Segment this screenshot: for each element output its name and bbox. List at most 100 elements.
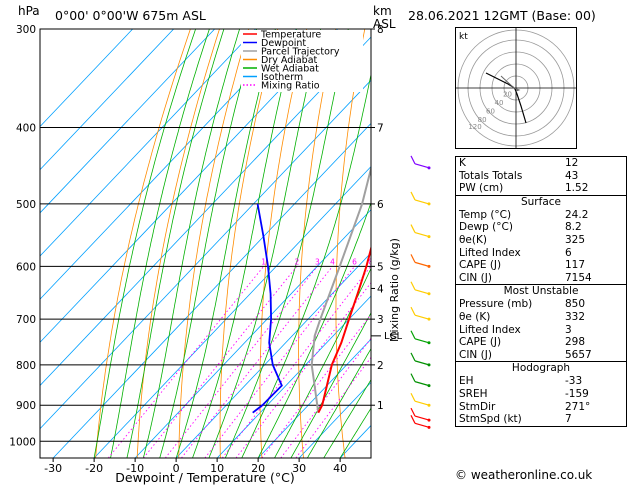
wind-barb-base	[427, 235, 431, 239]
pressure-tick-label: 500	[16, 199, 36, 211]
temperature-tick-label: 20	[251, 462, 265, 475]
indices-row: Totals Totals 43	[459, 169, 579, 182]
wet-adiabat-line	[192, 29, 297, 458]
wind-barb-base	[427, 403, 431, 407]
height-km-label: 5	[377, 261, 384, 273]
isotherm-line	[175, 252, 371, 458]
wind-barb	[414, 400, 430, 406]
isotherm-line	[40, 79, 371, 430]
isotherm-line	[93, 165, 371, 458]
pressure-tick-label: 300	[16, 24, 36, 36]
indices-row: Temp (°C) 24.2	[459, 208, 589, 221]
dry-adiabat-line	[219, 29, 278, 458]
legend-background	[241, 30, 363, 92]
wind-barb-flag	[410, 254, 416, 263]
wind-barb-flag	[410, 415, 416, 424]
isotherm-line	[216, 295, 371, 458]
wind-barb	[414, 314, 430, 320]
legend-entry: Dewpoint	[261, 38, 306, 49]
wind-barb-flag	[410, 155, 416, 165]
wind-barb-base	[427, 341, 431, 345]
wind-barb-base	[427, 292, 431, 296]
mixing-ratio-line	[164, 266, 318, 458]
height-km-label: 2	[377, 360, 384, 372]
indices-row: CAPE (J) 117	[459, 259, 586, 272]
mixing-ratio-label: 2	[294, 257, 299, 266]
indices-row: EH -33	[459, 375, 583, 388]
dry-adiabat-line	[178, 29, 249, 458]
isotherm-line	[134, 209, 371, 458]
isotherm-line	[40, 29, 174, 171]
indices-table: K 12 Totals Totals 43 PW (cm) 1.52 Surface …	[455, 156, 627, 427]
hodograph-panel: kt 20 40 60 80 120	[455, 27, 577, 149]
indices-row: θe(K) 325	[459, 233, 586, 246]
mixing-ratio-line	[107, 266, 265, 458]
wind-barb-flag	[410, 392, 416, 402]
wind-barb-flag	[410, 191, 416, 201]
parcel-trajectory-line	[310, 164, 371, 413]
dry-adiabat-line	[136, 29, 220, 458]
wet-adiabat-line	[306, 347, 371, 458]
pressure-tick-label: 700	[16, 314, 36, 326]
height-unit-km: km	[373, 4, 392, 18]
indices-row: CAPE (J) 298	[459, 336, 586, 349]
height-km-label: 1	[377, 400, 384, 412]
wind-barb	[414, 231, 430, 238]
hodograph-ring-label: 40	[495, 99, 504, 107]
most-unstable-title: Most Unstable	[503, 285, 579, 298]
copyright-footer[interactable]: © weatheronline.co.uk	[455, 468, 593, 482]
wind-barb-base	[427, 264, 431, 268]
wind-barb-flag	[410, 330, 416, 340]
indices-row: StmSpd (kt) 7	[459, 413, 572, 426]
legend-entry: Mixing Ratio	[261, 81, 320, 92]
wind-barb-base	[427, 202, 431, 206]
indices-row: PW (cm) 1.52	[459, 182, 589, 195]
lcl-label: LCL	[384, 331, 403, 342]
wind-barbs	[410, 155, 431, 429]
dry-adiabat-line	[298, 29, 337, 458]
temperature-tick-label: 40	[333, 462, 347, 475]
mixing-ratio-line	[235, 281, 371, 458]
wind-barb	[414, 199, 430, 205]
indices-row: CIN (J) 5657	[459, 348, 592, 361]
legend-entry: Parcel Trajectory	[261, 47, 340, 58]
wind-barb	[414, 415, 430, 421]
dry-adiabat-line	[259, 29, 308, 458]
wind-barb-base	[427, 363, 431, 367]
isotherm-line	[40, 29, 256, 257]
pressure-tick-label: 400	[16, 123, 36, 135]
temperature-tick-label: 0	[173, 462, 180, 475]
wind-barb-flag	[410, 281, 416, 291]
hodograph-section: Hodograph EH -33 SREH -159 StmDir 271° StmS…	[456, 361, 626, 425]
wind-barb	[414, 163, 430, 169]
datetime-title: 28.06.2021 12GMT (Base: 00)	[408, 8, 596, 23]
pressure-tick-label: 1000	[9, 436, 36, 448]
hodograph-title: Hodograph	[511, 362, 571, 375]
indices-row: Lifted Index 6	[459, 246, 572, 259]
legend-entry: Temperature	[260, 30, 321, 41]
wind-barb-base	[427, 425, 431, 429]
mixing-ratio-line	[280, 337, 371, 458]
temperature-tick-label: 10	[210, 462, 224, 475]
wind-barb-flag	[410, 306, 416, 316]
isotherm-line	[40, 29, 338, 343]
mixing-ratio-line	[143, 266, 298, 458]
wet-adiabat-line	[208, 29, 321, 458]
wet-adiabat-line	[159, 29, 257, 458]
dry-adiabat-line	[95, 29, 191, 458]
wind-barb	[414, 381, 430, 387]
wind-barb-base	[427, 418, 431, 422]
wet-adiabat-line	[339, 407, 371, 458]
dry-adiabat-line	[335, 29, 366, 458]
wind-barb	[414, 261, 430, 267]
wet-adiabat-line	[142, 29, 240, 458]
temperature-line	[317, 244, 371, 414]
wet-adiabat-line	[93, 29, 196, 458]
pressure-tick-label: 900	[16, 400, 36, 412]
legend-entry: Wet Adiabat	[261, 64, 319, 75]
wind-barb	[414, 360, 430, 366]
isotherm-line	[40, 29, 215, 214]
